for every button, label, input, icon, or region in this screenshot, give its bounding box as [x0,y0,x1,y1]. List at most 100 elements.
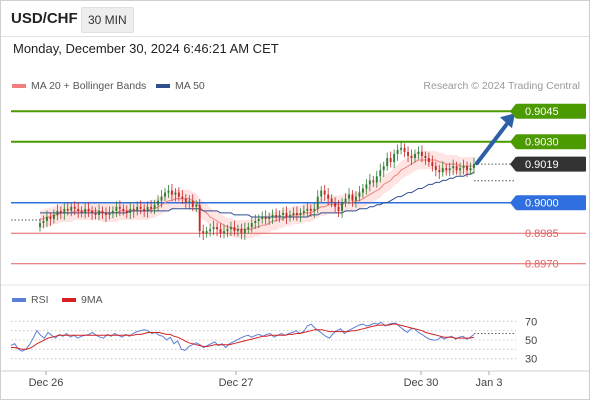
x-tick-label: Jan 3 [476,377,503,389]
candle [434,166,437,171]
candle [469,168,472,171]
candle [264,216,267,219]
candle [39,223,41,228]
candle [243,229,246,234]
candle [337,206,340,211]
candle [393,153,396,163]
candle [77,208,80,211]
candle [448,168,451,171]
projection-arrow-head [500,113,515,129]
candle [441,168,444,173]
datetime-label: Monday, December 30, 2024 6:46:21 AM CET [13,41,279,56]
candle [407,151,409,156]
candle [410,155,413,158]
legend-ma50-label: MA 50 [175,80,205,92]
candle [125,210,128,213]
candle [285,212,288,217]
candle [278,214,281,217]
timeframe-button[interactable]: 30 MIN [81,7,134,33]
candle [302,210,305,213]
candle [382,166,385,171]
bollinger-band [40,150,474,239]
candle [316,196,319,209]
candle [98,210,100,215]
candle [473,164,475,169]
candle [372,180,375,183]
level-label-pointer [510,134,516,150]
candle [181,196,184,199]
candle [368,180,371,185]
candle [70,206,73,211]
candle [143,208,146,211]
candle [87,208,90,211]
candle [205,231,208,234]
candle [295,212,298,215]
rsi9-swatch [62,298,76,303]
candle [94,212,97,215]
candle [129,208,132,213]
candle [327,194,330,199]
candle [164,192,166,197]
ma50-swatch [156,84,170,89]
candle [139,206,142,209]
candle [63,208,66,213]
candle [170,190,173,195]
legend-rsi9-label: 9MA [81,294,103,306]
x-tick-label: Dec 27 [219,377,254,389]
candle [261,216,264,219]
level-label: 0.9000 [525,198,559,210]
candle [216,227,219,230]
candle [230,227,232,230]
level-label-pointer [510,156,516,172]
candle [330,198,333,203]
candle [226,229,229,232]
level-label-box [516,156,586,172]
candle [209,229,212,232]
candle [431,162,434,167]
candle [351,194,354,201]
candle [101,210,104,213]
candle [348,194,350,199]
candle [73,206,76,209]
candle [184,198,187,203]
candle [361,188,364,193]
candle [320,190,323,197]
candle [400,147,403,150]
level-label: 0.8985 [525,228,559,240]
candle [438,170,441,173]
candle [236,229,239,232]
rsi-tick-label: 50 [525,335,537,347]
candle [355,196,357,201]
candle [115,206,118,211]
candle [56,210,59,215]
candle [122,208,125,211]
rsi-swatch [12,298,26,303]
candle [49,216,52,219]
candle [132,208,135,211]
candle [268,216,271,219]
symbol-title: USD/CHF [11,10,78,27]
candle [80,210,83,213]
candle [389,158,392,163]
candle [191,200,194,207]
candle [396,149,399,154]
legend-ma20: MA 20 + Bollinger Bands [12,80,146,92]
candle [289,214,291,217]
candle [118,206,121,209]
level-label: 0.9019 [525,159,559,171]
candle [257,219,260,222]
candle [292,212,295,215]
candle [160,196,163,201]
candle [150,206,153,209]
candle [445,168,448,171]
candle [153,204,156,209]
ma20-swatch [12,84,26,89]
candle [177,192,180,197]
x-tick-label: Dec 30 [404,377,439,389]
candle [379,170,382,177]
candle [299,212,302,215]
candle [240,229,243,234]
candle [52,214,55,219]
candle [271,214,274,217]
